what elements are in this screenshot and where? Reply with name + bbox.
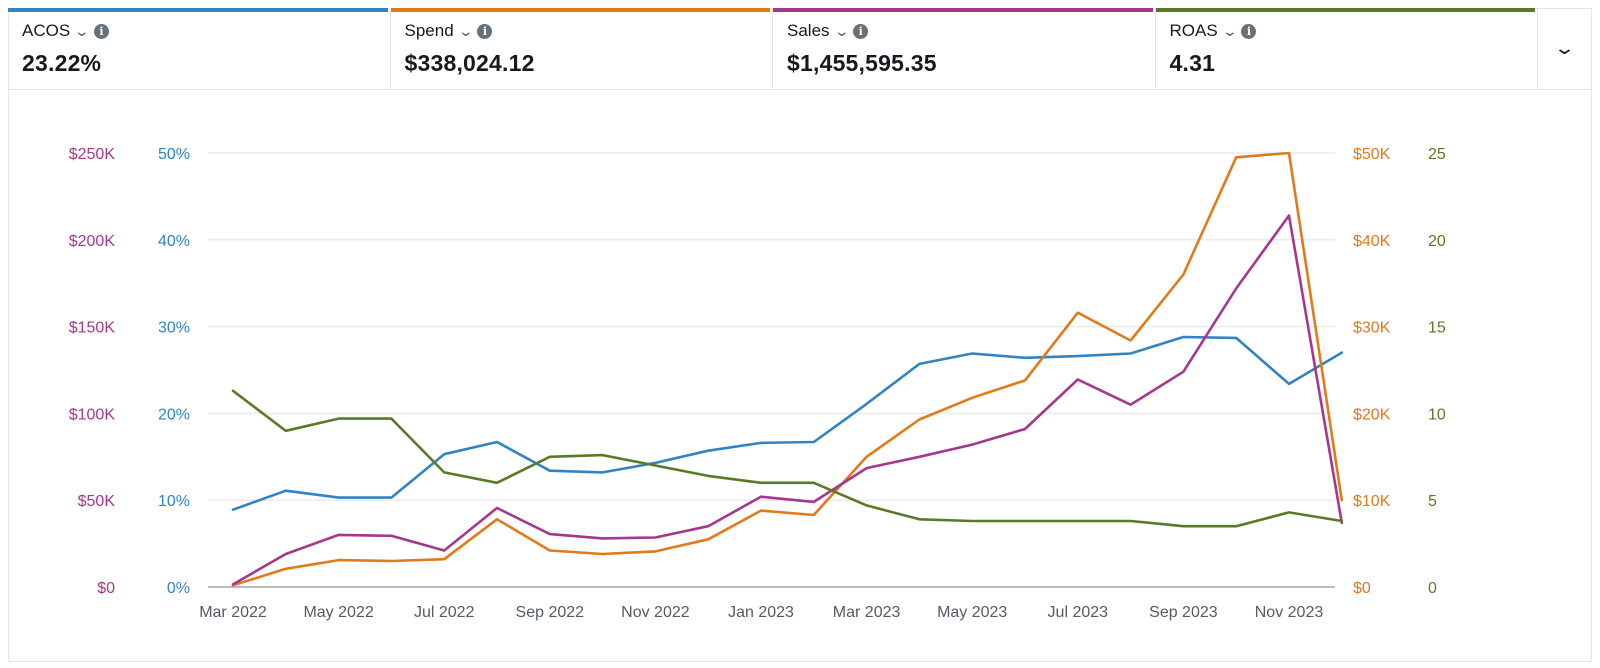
chevron-down-icon: ⌄ [1553,38,1577,58]
info-icon[interactable]: i [853,23,869,39]
spend-axis-tick-label: $20K [1353,406,1391,423]
spend-axis-tick-label: $30K [1353,320,1391,337]
metric-color-bar [773,8,1153,12]
spend-axis-tick-label: $50K [1353,146,1391,163]
x-axis-tick-label: Nov 2023 [1255,604,1324,621]
roas-axis-tick-label: 5 [1428,493,1437,510]
chevron-down-icon[interactable]: ⌄ [73,22,91,39]
info-icon[interactable]: i [477,23,493,39]
x-axis-tick-label: Jul 2023 [1048,604,1109,621]
metric-tile-roas[interactable]: ROAS ⌄ i 4.31 [1155,8,1538,90]
sales-axis-tick-label: $50K [78,493,116,510]
series-line-acos [231,335,1344,512]
roas-axis-tick-label: 15 [1428,320,1446,337]
metric-color-bar [1155,8,1535,12]
acos-axis-tick-label: 40% [158,233,190,250]
x-axis-tick-label: May 2022 [303,604,373,621]
acos-axis-tick-label: 10% [158,493,190,510]
info-icon[interactable]: i [1241,23,1257,39]
chevron-down-icon[interactable]: ⌄ [1221,22,1238,39]
x-axis-tick-label: Mar 2023 [833,604,901,621]
metric-value: 4.31 [1169,50,1216,76]
series-line-roas [231,389,1344,528]
metric-label: Spend [404,21,454,40]
sales-axis-tick-label: $250K [69,146,116,163]
info-icon[interactable]: i [93,23,109,39]
metric-label: Sales [787,21,830,40]
acos-axis-tick-label: 30% [158,320,190,337]
metric-value: $338,024.12 [404,50,535,76]
roas-axis-tick-label: 0 [1428,580,1437,597]
metric-value: 23.22% [22,50,102,76]
metric-label: ROAS [1169,21,1218,40]
metric-color-bar [8,8,388,12]
x-axis-tick-label: Jan 2023 [728,604,794,621]
x-axis-tick-label: Mar 2022 [199,604,267,621]
roas-axis-tick-label: 10 [1428,406,1446,423]
x-axis-tick-label: May 2023 [937,604,1007,621]
metric-tile-spend[interactable]: Spend ⌄ i $338,024.12 [390,8,773,90]
spend-axis-tick-label: $0 [1353,580,1371,597]
metric-value: $1,455,595.35 [787,50,937,76]
sales-axis-tick-label: $150K [69,320,116,337]
series-line-spend [231,151,1344,587]
metric-tiles: ACOS ⌄ i 23.22% Spend ⌄ i $338,024.12 Sa… [8,8,1538,90]
x-axis-tick-label: Jul 2022 [414,604,475,621]
x-axis-tick-label: Nov 2022 [621,604,690,621]
spend-axis-tick-label: $10K [1353,493,1391,510]
expand-panel-button[interactable]: ⌄ [1538,8,1592,90]
series-line-sales [231,214,1344,586]
acos-axis-tick-label: 0% [167,580,190,597]
x-axis-tick-label: Sep 2022 [516,604,585,621]
metric-color-bar [390,8,770,12]
chevron-down-icon[interactable]: ⌄ [457,22,474,39]
roas-axis-tick-label: 20 [1428,233,1446,250]
sales-axis-tick-label: $100K [69,406,116,423]
metric-tile-acos[interactable]: ACOS ⌄ i 23.22% [8,8,391,90]
x-axis-tick-label: Sep 2023 [1149,604,1218,621]
sales-axis-tick-label: $200K [69,233,116,250]
sales-axis-tick-label: $0 [97,580,115,597]
acos-axis-tick-label: 20% [158,406,190,423]
chevron-down-icon[interactable]: ⌄ [833,22,850,39]
roas-axis-tick-label: 25 [1428,146,1446,163]
metric-label: ACOS [22,21,71,40]
metric-tile-sales[interactable]: Sales ⌄ i $1,455,595.35 [773,8,1156,90]
spend-axis-tick-label: $40K [1353,233,1391,250]
acos-axis-tick-label: 50% [158,146,190,163]
